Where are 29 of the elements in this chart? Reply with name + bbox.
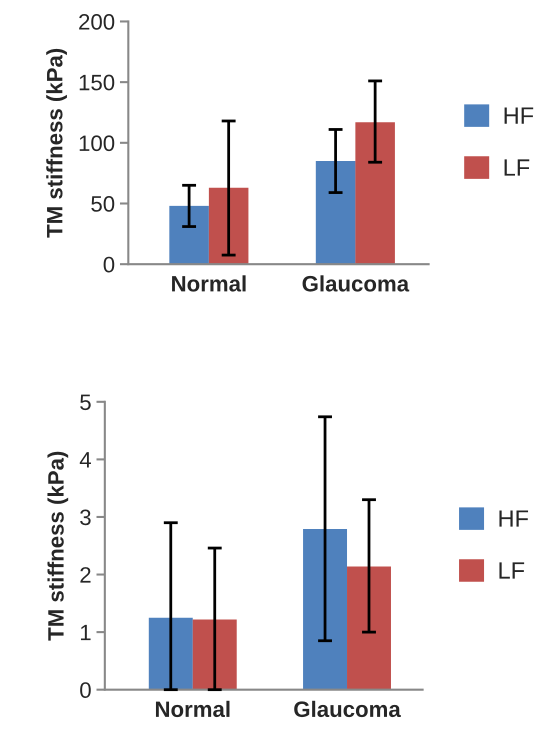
y-axis-title: TM stiffness (kPa)	[47, 452, 68, 641]
y-tick-label: 50	[91, 196, 114, 212]
bar	[169, 206, 209, 264]
x-tick-label: Normal	[156, 700, 230, 718]
bar	[192, 619, 237, 690]
y-tick-label: 3	[80, 510, 91, 526]
x-tick-label: Glaucoma	[302, 275, 410, 292]
bar	[355, 122, 395, 264]
bar	[208, 188, 248, 264]
bar	[347, 566, 391, 690]
y-tick-label: 100	[80, 135, 114, 152]
y-tick-label: 2	[80, 567, 91, 583]
y-tick-label: 4	[80, 452, 91, 468]
legend-label: HF	[499, 510, 528, 527]
bar	[303, 529, 348, 690]
y-tick-label: 0	[104, 256, 114, 272]
y-tick-label: 200	[79, 14, 114, 30]
legend-label: HF	[504, 108, 534, 124]
y-tick-label: 1	[80, 624, 91, 640]
x-tick-label: Normal	[172, 275, 246, 292]
y-tick-label: 150	[80, 74, 114, 90]
y-tick-label: 5	[80, 394, 91, 410]
y-axis-title: TM stiffness (kPa)	[46, 48, 67, 238]
y-tick-label: 0	[80, 682, 91, 698]
x-tick-label: Glaucoma	[294, 700, 401, 718]
bar	[148, 618, 193, 690]
legend-label: LF	[499, 562, 524, 579]
bar	[316, 161, 356, 264]
legend-label: LF	[504, 159, 530, 176]
